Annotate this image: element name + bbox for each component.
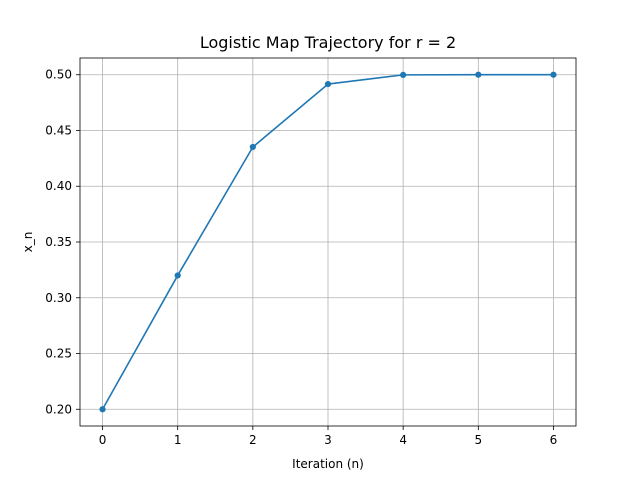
y-tick-label: 0.45 <box>45 123 72 137</box>
y-tick-label: 0.25 <box>45 347 72 361</box>
data-point <box>324 80 332 88</box>
y-tick-label: 0.20 <box>45 402 72 416</box>
data-point <box>249 143 256 151</box>
grid <box>80 58 576 426</box>
x-tick-label: 3 <box>324 433 332 447</box>
x-tick-label: 1 <box>174 433 182 447</box>
data-point <box>550 71 557 78</box>
data-point <box>174 272 181 279</box>
data-point <box>475 71 482 78</box>
chart-title: Logistic Map Trajectory for r = 2 <box>200 33 456 52</box>
data-point <box>99 406 106 413</box>
y-tick-label: 0.30 <box>45 291 72 305</box>
x-tick-label: 4 <box>399 433 407 447</box>
series <box>99 71 557 413</box>
x-tick-label: 6 <box>550 433 558 447</box>
x-tick-label: 2 <box>249 433 257 447</box>
x-axis-label: Iteration (n) <box>292 457 364 471</box>
x-tick-label: 0 <box>99 433 107 447</box>
y-tick-label: 0.40 <box>45 179 72 193</box>
y-tick-label: 0.50 <box>45 68 72 82</box>
data-point <box>400 71 407 78</box>
y-axis-label: x_n <box>21 232 35 253</box>
y-tick-label: 0.35 <box>45 235 72 249</box>
ticks: 0 1 2 3 4 5 6 0.20 0.25 0.30 0.35 0.40 0.45 0.50 <box>45 68 557 447</box>
x-tick-label: 5 <box>474 433 482 447</box>
